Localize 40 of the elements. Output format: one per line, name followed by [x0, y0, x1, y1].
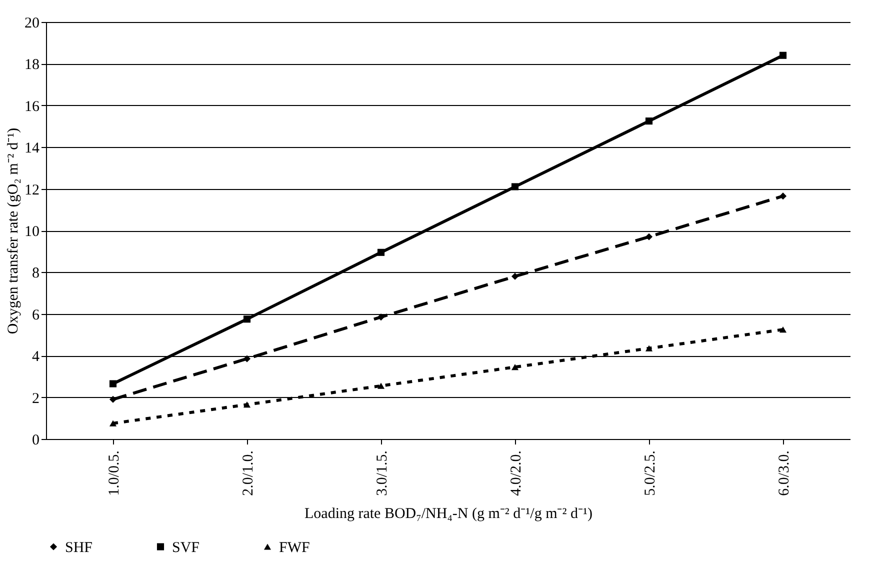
x-tick-label: 4.0/2.0. — [508, 450, 524, 496]
y-tick-label: 18 — [24, 57, 40, 74]
point — [645, 118, 653, 125]
point — [511, 183, 519, 190]
y-tick-label: 0 — [32, 432, 40, 448]
y-tick-label: 8 — [32, 266, 40, 282]
point — [645, 345, 653, 352]
y-axis-title: Oxygen transfer rate (gO₂ m⁻² d⁻¹) — [6, 128, 22, 334]
legend-label: SVF — [172, 540, 200, 556]
point — [779, 192, 787, 200]
x-tick-label: 2.0/1.0. — [240, 450, 256, 496]
point — [243, 316, 251, 323]
y-tick-label: 4 — [32, 349, 40, 366]
y-tick-label: 14 — [24, 140, 40, 157]
y-tick-label: 20 — [24, 16, 40, 32]
point — [779, 326, 787, 333]
point — [109, 380, 117, 388]
y-tick-label: 10 — [24, 224, 40, 240]
x-tick-label: 6.0/3.0. — [776, 450, 792, 496]
x-tick-label: 1.0/0.5. — [106, 450, 122, 496]
y-tick-label: 6 — [32, 307, 40, 324]
y-tick-label: 2 — [32, 390, 40, 407]
x-tick-label: 3.0/1.5. — [374, 450, 390, 496]
point — [645, 233, 653, 240]
x-axis-title: Loading rate BOD₇/NH₄-N (g m⁻² d⁻¹/g m⁻² d⁻¹) — [304, 506, 592, 522]
legend-label: FWF — [279, 540, 310, 556]
point — [511, 272, 519, 280]
point — [109, 420, 117, 426]
point — [511, 364, 519, 370]
x-tick-label: 5.0/2.5. — [642, 450, 658, 496]
point — [377, 248, 385, 256]
point — [779, 52, 787, 59]
legend-label: SHF — [65, 540, 93, 556]
y-tick-label: 16 — [24, 98, 40, 115]
y-tick-label: 12 — [24, 182, 40, 198]
point — [377, 382, 385, 389]
point — [109, 396, 117, 403]
point — [243, 402, 251, 408]
point — [243, 355, 251, 362]
point — [377, 313, 385, 321]
